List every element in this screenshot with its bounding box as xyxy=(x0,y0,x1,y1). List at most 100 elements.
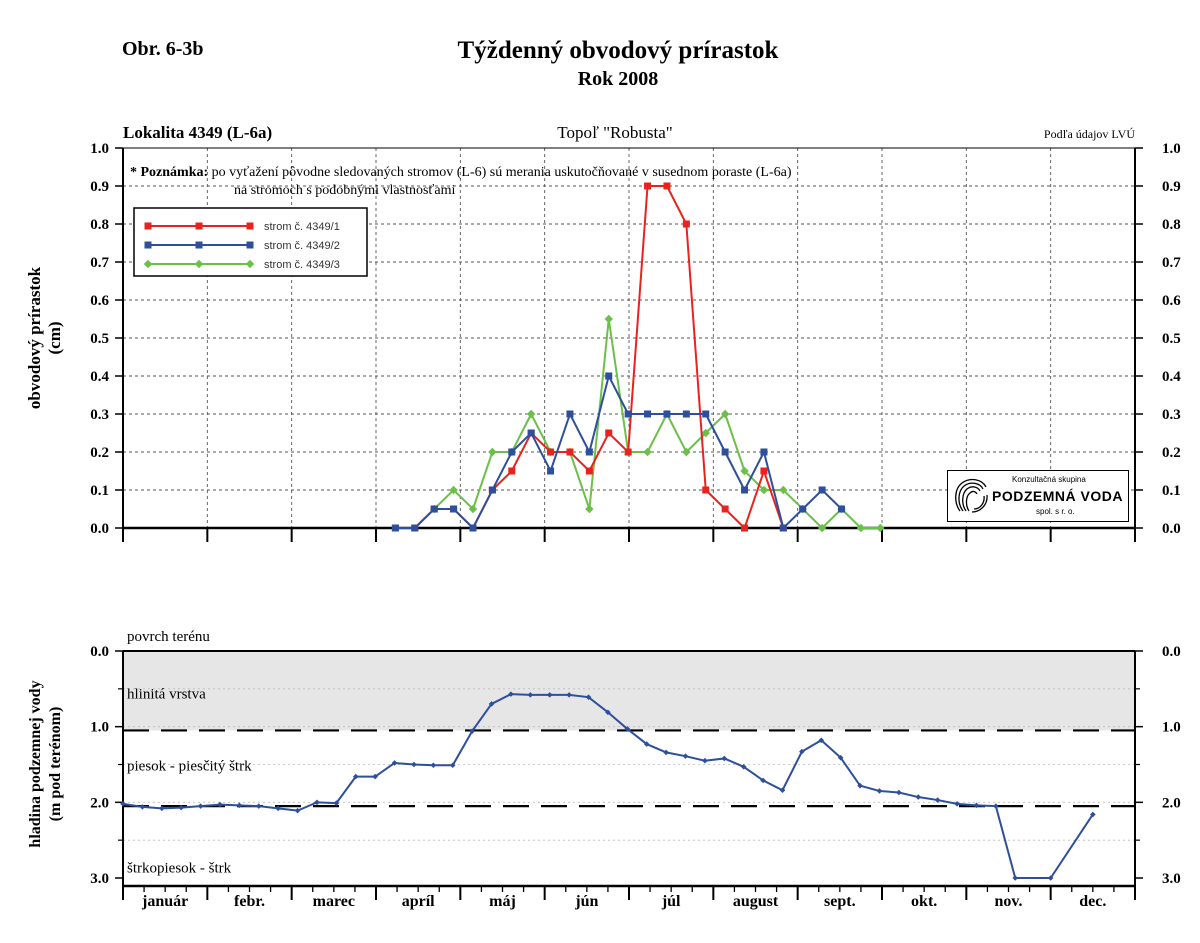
bottom-ytick-label-right: 0.0 xyxy=(1162,644,1181,660)
data-point xyxy=(333,800,340,806)
bottom-ytick-label: 1.0 xyxy=(90,720,109,736)
data-point xyxy=(449,485,458,495)
data-point xyxy=(195,241,203,249)
data-point xyxy=(643,447,652,457)
data-point xyxy=(721,448,729,456)
data-point xyxy=(508,448,516,456)
top-ytick-label: 1.0 xyxy=(90,141,109,157)
data-point xyxy=(411,761,417,768)
top-ytick-label-right: 0.8 xyxy=(1162,217,1181,233)
data-point xyxy=(391,760,398,766)
bottom-ytick-label-right: 1.0 xyxy=(1162,720,1181,736)
data-point xyxy=(779,485,788,495)
data-point xyxy=(468,504,478,514)
logo-sub-text: spol. s r. o. xyxy=(1036,507,1075,516)
data-point xyxy=(508,467,516,475)
top-ytick-label: 0.9 xyxy=(90,179,109,195)
month-label: sept. xyxy=(824,893,856,910)
data-point xyxy=(779,524,787,532)
data-point xyxy=(1090,811,1096,818)
data-point xyxy=(236,802,243,809)
data-point xyxy=(158,805,165,812)
month-label: august xyxy=(733,893,779,910)
top-note: * Poznámka: po vyťažení pôvodne sledovan… xyxy=(130,165,792,180)
data-point xyxy=(120,801,126,807)
top-chart-ylabel-line1: obvodový prírastok xyxy=(25,266,44,409)
data-point xyxy=(993,803,999,809)
legend-label-3: strom č. 4349/3 xyxy=(264,259,340,271)
data-point xyxy=(526,409,536,419)
data-point xyxy=(527,429,535,437)
top-ytick-label-right: 1.0 xyxy=(1162,141,1181,157)
data-point xyxy=(255,803,262,809)
layer-label-1: povrch terénu xyxy=(127,629,210,645)
bottom-ytick-label: 2.0 xyxy=(90,795,109,811)
bottom-ytick-label: 0.0 xyxy=(90,644,109,660)
data-point xyxy=(488,701,495,707)
series-line-1 xyxy=(395,185,785,530)
top-plot: 0.0 0.0 0.1 0.1 0.2 0.2 0.3 0.3 0.4 0.4 0.5 0.5 0.6 0… xyxy=(90,141,1181,542)
top-note-text: po vyťažení pôvodne sledovaných stromov … xyxy=(212,165,792,180)
data-point xyxy=(624,410,632,418)
data-point xyxy=(876,788,883,794)
top-ytick-label-right: 0.3 xyxy=(1162,407,1181,423)
data-point xyxy=(314,799,320,806)
month-label: január xyxy=(141,893,188,910)
data-point xyxy=(818,486,826,494)
bottom-ytick-label: 3.0 xyxy=(90,871,109,887)
bottom-ytick-label-right: 3.0 xyxy=(1162,871,1181,887)
month-label: júl xyxy=(661,893,681,910)
bottom-chart-ylabel-line2: (m pod terénom) xyxy=(47,707,64,822)
page-title: Týždenný obvodový prírastok xyxy=(457,37,779,64)
data-point xyxy=(566,692,572,698)
data-point xyxy=(547,448,555,456)
data-point xyxy=(450,505,458,513)
data-point xyxy=(701,428,710,438)
data-point xyxy=(663,410,671,418)
data-point xyxy=(605,709,611,716)
data-point xyxy=(663,182,671,190)
data-point xyxy=(144,222,152,230)
data-point xyxy=(817,523,827,533)
top-chart-right-title: Podľa údajov LVÚ xyxy=(1044,127,1135,141)
top-ytick-label: 0.5 xyxy=(90,331,109,347)
data-point xyxy=(818,737,825,744)
month-label: febr. xyxy=(234,893,265,910)
data-point xyxy=(547,467,555,475)
data-point xyxy=(856,523,866,533)
top-chart-center-title: Topoľ "Robusta" xyxy=(557,123,672,142)
series-line-3 xyxy=(433,318,881,530)
data-point xyxy=(1047,875,1054,881)
bottom-ytick-label-right: 2.0 xyxy=(1162,795,1181,811)
month-label: dec. xyxy=(1079,893,1106,910)
top-ytick-label: 0.7 xyxy=(90,255,109,271)
data-point xyxy=(720,409,730,419)
data-point xyxy=(430,505,438,513)
data-point xyxy=(245,259,255,269)
top-ytick-label-right: 0.7 xyxy=(1162,255,1181,271)
data-point xyxy=(144,241,152,249)
data-point xyxy=(682,753,689,759)
data-point xyxy=(585,467,593,475)
top-ytick-label: 0.1 xyxy=(90,483,109,499)
data-point xyxy=(604,314,613,324)
data-point xyxy=(624,448,632,456)
data-point xyxy=(449,762,456,769)
layer-label-3: piesok - piesčitý štrk xyxy=(127,759,252,775)
data-point xyxy=(1012,875,1019,881)
company-logo: Konzultačná skupina PODZEMNÁ VODA spol. … xyxy=(947,470,1129,522)
clay-layer-band xyxy=(123,651,1135,731)
data-point xyxy=(740,763,747,770)
data-point xyxy=(741,486,749,494)
month-label: máj xyxy=(489,893,516,910)
top-ytick-label: 0.0 xyxy=(90,521,109,537)
data-point xyxy=(759,485,769,495)
top-ytick-label-right: 0.0 xyxy=(1162,521,1181,537)
data-point xyxy=(585,694,592,700)
data-point xyxy=(566,410,574,418)
data-point xyxy=(197,803,204,809)
data-point xyxy=(488,486,496,494)
layer-label-2: hlinitá vrstva xyxy=(127,687,206,703)
data-point xyxy=(391,524,399,532)
